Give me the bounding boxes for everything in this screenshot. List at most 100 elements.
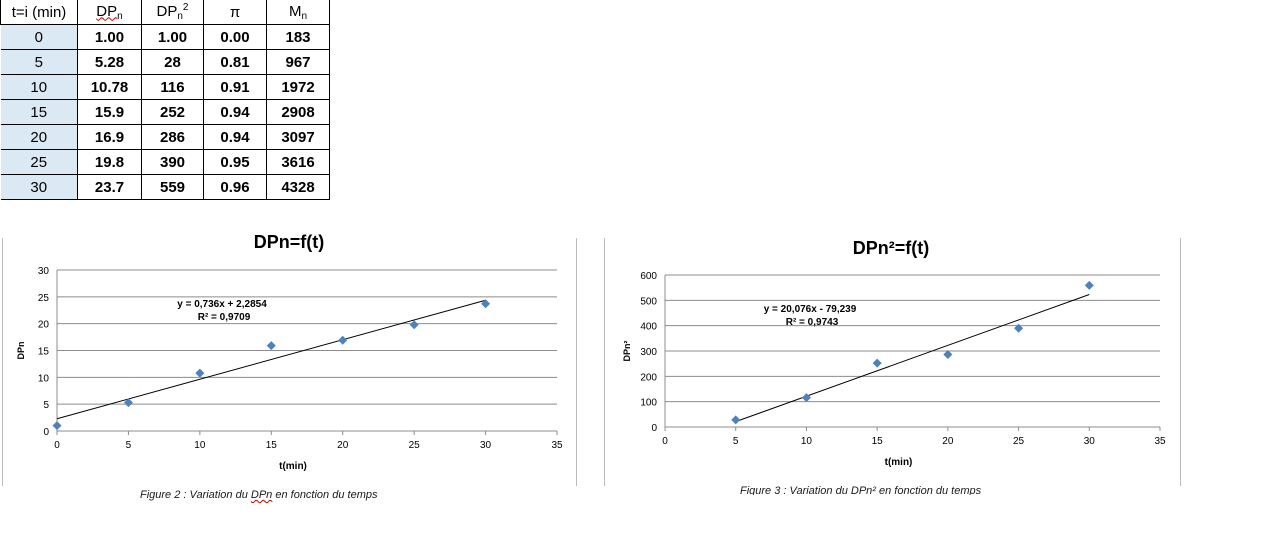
y-tick-label: 10 bbox=[38, 373, 50, 384]
cell-pi: 0.00 bbox=[203, 24, 267, 50]
header-dpn: DPn bbox=[77, 0, 142, 25]
cell-dpn: 19.8 bbox=[77, 149, 142, 175]
cell-dpn: 1.00 bbox=[77, 24, 142, 50]
x-tick-label: 20 bbox=[942, 436, 954, 447]
y-tick-label: 300 bbox=[640, 347, 657, 358]
cell-dpn2: 559 bbox=[141, 174, 204, 200]
table-row: 20 16.9 286 0.94 3097 bbox=[0, 124, 330, 150]
data-point bbox=[409, 320, 419, 330]
trendline-equation: y = 0,736x + 2,2854 bbox=[177, 299, 267, 310]
cell-mn: 3097 bbox=[266, 124, 330, 150]
cell-pi: 0.91 bbox=[203, 74, 267, 100]
y-axis-label: DPn² bbox=[622, 341, 632, 362]
cell-pi: 0.96 bbox=[203, 174, 267, 200]
trendline bbox=[56, 299, 486, 420]
trendline bbox=[735, 294, 1090, 423]
y-tick-label: 100 bbox=[640, 398, 657, 409]
header-t: t=i (min) bbox=[0, 0, 78, 25]
figure3-caption-clip: Figure 3 : Variation du DPn² en fonction… bbox=[740, 485, 1060, 495]
data-point bbox=[266, 341, 276, 351]
chart1-frame-right bbox=[576, 238, 577, 486]
y-tick-label: 0 bbox=[651, 423, 657, 434]
cell-t: 10 bbox=[0, 74, 78, 100]
cell-t: 5 bbox=[0, 49, 78, 75]
cell-mn: 1972 bbox=[266, 74, 330, 100]
x-tick-label: 0 bbox=[54, 440, 60, 451]
cell-dpn2: 1.00 bbox=[141, 24, 204, 50]
chart-dpn2-vs-time: 0 100 200 300 400 500 600 0 5 10 15 20 25 30 35 DPn²=f(… bbox=[622, 238, 1166, 468]
x-tick-label: 5 bbox=[126, 440, 132, 451]
cell-pi: 0.81 bbox=[203, 49, 267, 75]
cell-mn: 4328 bbox=[266, 174, 330, 200]
y-tick-label: 500 bbox=[640, 296, 657, 307]
cell-mn: 3616 bbox=[266, 149, 330, 175]
data-point bbox=[481, 299, 491, 309]
data-point bbox=[731, 415, 741, 425]
x-tick-label: 30 bbox=[1084, 436, 1096, 447]
cell-dpn: 16.9 bbox=[77, 124, 142, 150]
cell-pi: 0.95 bbox=[203, 149, 267, 175]
table-row: 5 5.28 28 0.81 967 bbox=[0, 49, 330, 75]
y-tick-label: 600 bbox=[640, 271, 657, 282]
cell-t: 25 bbox=[0, 149, 78, 175]
chart2-frame-left bbox=[604, 238, 605, 486]
y-axis-label: DPn bbox=[16, 342, 26, 360]
x-tick-label: 20 bbox=[337, 440, 349, 451]
x-axis-label: t(min) bbox=[279, 461, 307, 472]
data-table: t=i (min) DPn DPn2 π Mn 0 1.00 1.00 0.00 183… bbox=[0, 0, 330, 200]
x-tick-label: 25 bbox=[1013, 436, 1025, 447]
x-axis-label: t(min) bbox=[885, 457, 913, 468]
chart1-frame-left bbox=[2, 238, 3, 486]
y-tick-label: 400 bbox=[640, 322, 657, 333]
table-row: 10 10.78 116 0.91 1972 bbox=[0, 74, 330, 100]
cell-dpn: 10.78 bbox=[77, 74, 142, 100]
cell-dpn: 23.7 bbox=[77, 174, 142, 200]
header-mn: Mn bbox=[266, 0, 330, 25]
chart-dpn-vs-time: 0 5 10 15 20 25 30 0 5 10 15 20 25 30 35 DPn=f(t) t(min)… bbox=[16, 232, 563, 472]
cell-mn: 2908 bbox=[266, 99, 330, 125]
y-tick-label: 30 bbox=[38, 266, 50, 277]
cell-t: 0 bbox=[0, 24, 78, 50]
cell-mn: 183 bbox=[266, 24, 330, 50]
header-dpn2: DPn2 bbox=[141, 0, 204, 25]
x-tick-label: 10 bbox=[194, 440, 206, 451]
cell-dpn2: 286 bbox=[141, 124, 204, 150]
data-point bbox=[1084, 280, 1094, 290]
data-point bbox=[801, 393, 811, 403]
y-tick-label: 20 bbox=[38, 320, 50, 331]
chart-title: DPn²=f(t) bbox=[853, 238, 929, 258]
x-tick-label: 35 bbox=[1154, 436, 1166, 447]
cell-pi: 0.94 bbox=[203, 124, 267, 150]
r-squared: R² = 0,9743 bbox=[786, 317, 839, 328]
y-tick-label: 15 bbox=[38, 347, 50, 358]
cell-dpn2: 116 bbox=[141, 74, 204, 100]
cell-dpn2: 390 bbox=[141, 149, 204, 175]
cell-dpn: 15.9 bbox=[77, 99, 142, 125]
table-header-row: t=i (min) DPn DPn2 π Mn bbox=[0, 0, 330, 25]
data-point bbox=[872, 358, 882, 368]
x-tick-label: 35 bbox=[551, 440, 563, 451]
data-point bbox=[52, 421, 62, 431]
x-tick-label: 5 bbox=[733, 436, 739, 447]
table-row: 15 15.9 252 0.94 2908 bbox=[0, 99, 330, 125]
x-tick-label: 25 bbox=[409, 440, 421, 451]
cell-dpn2: 28 bbox=[141, 49, 204, 75]
y-tick-label: 5 bbox=[43, 400, 49, 411]
chart2-frame-right bbox=[1180, 238, 1181, 486]
data-point bbox=[943, 350, 953, 360]
cell-dpn: 5.28 bbox=[77, 49, 142, 75]
y-tick-label: 200 bbox=[640, 372, 657, 383]
cell-dpn2: 252 bbox=[141, 99, 204, 125]
x-tick-label: 10 bbox=[801, 436, 813, 447]
figure2-caption: Figure 2 : Variation du DPn en fonction … bbox=[140, 489, 378, 501]
data-point bbox=[123, 398, 133, 408]
figure3-caption: Figure 3 : Variation du DPn² en fonction… bbox=[740, 485, 982, 495]
x-tick-label: 15 bbox=[266, 440, 278, 451]
cell-t: 20 bbox=[0, 124, 78, 150]
x-tick-label: 0 bbox=[662, 436, 668, 447]
y-tick-label: 0 bbox=[43, 427, 49, 438]
cell-pi: 0.94 bbox=[203, 99, 267, 125]
data-point bbox=[195, 368, 205, 378]
cell-t: 15 bbox=[0, 99, 78, 125]
header-pi: π bbox=[203, 0, 267, 25]
